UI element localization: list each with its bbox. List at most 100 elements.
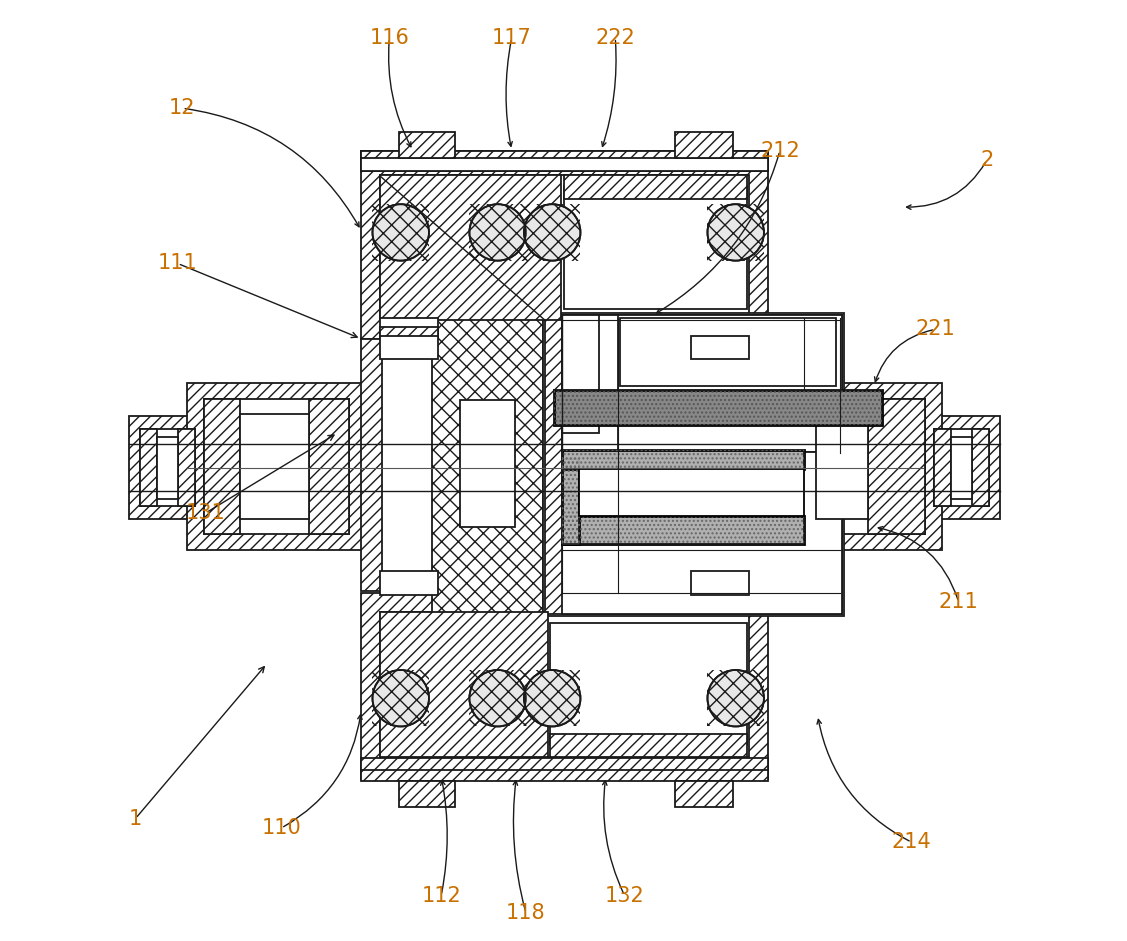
Bar — [380, 175, 560, 320]
Bar — [460, 400, 515, 527]
Text: 131: 131 — [186, 502, 225, 523]
FancyArrowPatch shape — [602, 40, 616, 147]
Bar — [373, 670, 429, 726]
Text: 1: 1 — [128, 808, 142, 829]
Bar — [561, 450, 805, 469]
Bar — [399, 132, 455, 158]
Text: 112: 112 — [421, 885, 461, 906]
Bar — [380, 327, 438, 339]
Bar — [361, 158, 767, 339]
Bar — [971, 429, 988, 506]
Bar — [708, 670, 764, 726]
Bar — [140, 429, 195, 506]
Bar — [157, 437, 178, 499]
Bar — [524, 670, 580, 726]
Text: 212: 212 — [760, 140, 800, 161]
Bar — [554, 390, 881, 425]
Bar — [561, 459, 578, 544]
Bar — [763, 383, 942, 550]
FancyArrowPatch shape — [906, 163, 985, 209]
Bar — [178, 429, 195, 506]
Text: 132: 132 — [605, 885, 645, 906]
Bar — [128, 416, 206, 519]
Text: 118: 118 — [506, 902, 545, 923]
Bar — [361, 151, 767, 171]
Bar — [361, 758, 767, 779]
Bar — [816, 414, 869, 519]
Bar — [561, 459, 578, 544]
Bar — [691, 336, 748, 359]
Text: 221: 221 — [915, 319, 955, 340]
Text: 214: 214 — [891, 832, 932, 853]
Circle shape — [470, 204, 526, 261]
FancyArrowPatch shape — [878, 527, 958, 599]
FancyArrowPatch shape — [284, 715, 362, 827]
Text: 111: 111 — [158, 253, 197, 274]
Bar — [432, 313, 543, 616]
FancyArrowPatch shape — [817, 720, 909, 841]
Bar — [544, 315, 842, 614]
Bar — [554, 390, 881, 425]
Bar — [310, 399, 349, 534]
Circle shape — [708, 670, 764, 726]
Bar — [470, 204, 526, 261]
Bar — [561, 516, 805, 544]
Bar — [380, 175, 748, 320]
Bar — [550, 623, 747, 745]
Bar — [399, 781, 455, 807]
FancyArrowPatch shape — [513, 781, 525, 910]
Bar — [923, 416, 1000, 519]
Bar — [934, 429, 951, 506]
Bar — [708, 204, 764, 261]
Bar — [561, 452, 842, 614]
Bar — [691, 571, 748, 595]
Bar — [380, 612, 548, 757]
Bar — [524, 204, 580, 261]
Bar — [361, 770, 767, 781]
Bar — [869, 399, 925, 534]
Circle shape — [373, 670, 429, 726]
Bar — [561, 450, 805, 469]
Bar — [561, 516, 805, 544]
Bar — [240, 414, 310, 519]
Bar — [361, 151, 767, 158]
FancyArrowPatch shape — [603, 781, 623, 893]
Text: 2: 2 — [980, 150, 994, 170]
Bar — [470, 670, 526, 726]
Bar — [380, 612, 748, 757]
Bar — [747, 339, 767, 591]
FancyArrowPatch shape — [506, 40, 513, 146]
Circle shape — [373, 204, 429, 261]
Circle shape — [708, 204, 764, 261]
Bar — [361, 152, 767, 171]
Bar — [561, 315, 600, 433]
Circle shape — [470, 670, 526, 726]
Bar — [620, 318, 836, 386]
Bar — [140, 429, 157, 506]
Text: 222: 222 — [595, 27, 636, 48]
Bar — [561, 315, 618, 452]
Bar — [373, 204, 429, 261]
Bar — [204, 399, 240, 534]
Circle shape — [524, 670, 580, 726]
Text: 12: 12 — [169, 98, 196, 119]
Text: 117: 117 — [491, 27, 532, 48]
Bar — [543, 313, 844, 616]
FancyArrowPatch shape — [875, 330, 932, 382]
FancyArrowPatch shape — [657, 153, 779, 313]
Bar — [675, 781, 733, 807]
Bar — [951, 437, 971, 499]
Text: 110: 110 — [261, 818, 301, 838]
Bar — [561, 315, 842, 452]
Bar — [380, 336, 438, 359]
Bar — [564, 186, 747, 309]
Bar — [380, 318, 438, 339]
Bar — [187, 383, 366, 550]
Bar — [550, 734, 747, 757]
Bar — [564, 175, 747, 199]
FancyArrowPatch shape — [441, 781, 447, 893]
Bar — [361, 339, 382, 591]
FancyArrowPatch shape — [389, 40, 411, 147]
Bar — [578, 469, 805, 516]
Bar — [380, 571, 438, 595]
